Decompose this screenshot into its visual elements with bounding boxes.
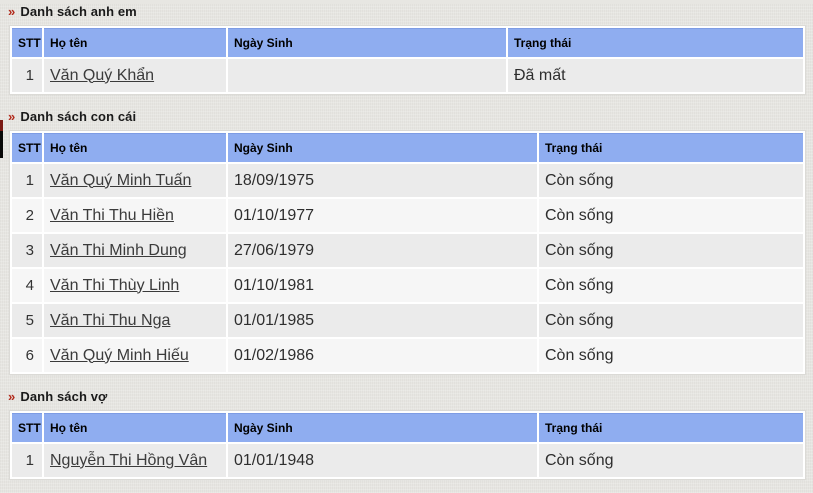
cell-stt: 5 [12, 304, 42, 337]
double-chevron-icon: » [8, 389, 16, 404]
cell-name: Văn Quý Minh Hiếu [44, 339, 226, 372]
cell-name: Văn Thi Thùy Linh [44, 269, 226, 302]
cell-dob: 18/09/1975 [228, 164, 537, 197]
column-header-stt: STT [12, 28, 42, 57]
table-row: 5 Văn Thi Thu Nga 01/01/1985 Còn sống [12, 304, 803, 337]
person-link[interactable]: Văn Quý Minh Hiếu [50, 346, 189, 364]
table-header-row: STT Họ tên Ngày Sinh Trạng thái [12, 133, 803, 162]
table-row: 6 Văn Quý Minh Hiếu 01/02/1986 Còn sống [12, 339, 803, 372]
column-header-dob: Ngày Sinh [228, 413, 537, 442]
family-table: STT Họ tên Ngày Sinh Trạng thái 1 Văn Qu… [10, 26, 805, 94]
column-header-stt: STT [12, 413, 42, 442]
double-chevron-icon: » [8, 109, 16, 124]
person-link[interactable]: Nguyễn Thi Hồng Vân [50, 451, 208, 469]
cell-dob: 01/10/1981 [228, 269, 537, 302]
person-link[interactable]: Văn Quý Minh Tuấn [50, 171, 192, 189]
cell-stt: 2 [12, 199, 42, 232]
cell-name: Văn Quý Khẩn [44, 59, 226, 92]
cell-stt: 1 [12, 59, 42, 92]
cell-name: Văn Thi Thu Hiền [44, 199, 226, 232]
cell-name: Văn Quý Minh Tuấn [44, 164, 226, 197]
cell-stt: 3 [12, 234, 42, 267]
table-row: 4 Văn Thi Thùy Linh 01/10/1981 Còn sống [12, 269, 803, 302]
cell-dob: 01/10/1977 [228, 199, 537, 232]
cell-name: Văn Thi Thu Nga [44, 304, 226, 337]
cell-status: Còn sống [539, 269, 803, 302]
table-header-row: STT Họ tên Ngày Sinh Trạng thái [12, 28, 803, 57]
cell-stt: 1 [12, 164, 42, 197]
table-row: 1 Nguyễn Thi Hồng Vân 01/01/1948 Còn sốn… [12, 444, 803, 477]
column-header-dob: Ngày Sinh [228, 133, 537, 162]
column-header-status: Trạng thái [508, 28, 803, 57]
person-link[interactable]: Văn Thi Minh Dung [50, 241, 187, 259]
cell-dob: 01/01/1985 [228, 304, 537, 337]
section-title: » Danh sách con cái [8, 109, 813, 125]
person-link[interactable]: Văn Thi Thu Nga [50, 311, 171, 329]
family-lists-page: » Danh sách anh em STT Họ tên Ngày Sinh T… [0, 4, 813, 479]
cell-stt: 1 [12, 444, 42, 477]
cell-status: Còn sống [539, 199, 803, 232]
cell-dob: 01/01/1948 [228, 444, 537, 477]
table-header-row: STT Họ tên Ngày Sinh Trạng thái [12, 413, 803, 442]
person-link[interactable]: Văn Quý Khẩn [50, 66, 155, 84]
person-link[interactable]: Văn Thi Thùy Linh [50, 276, 180, 294]
cell-stt: 4 [12, 269, 42, 302]
cell-status: Còn sống [539, 234, 803, 267]
column-header-status: Trạng thái [539, 133, 803, 162]
cell-status: Còn sống [539, 304, 803, 337]
cell-name: Nguyễn Thi Hồng Vân [44, 444, 226, 477]
column-header-stt: STT [12, 133, 42, 162]
cell-status: Còn sống [539, 339, 803, 372]
cell-dob: 27/06/1979 [228, 234, 537, 267]
family-table: STT Họ tên Ngày Sinh Trạng thái 1 Nguyễn… [10, 411, 805, 479]
cell-stt: 6 [12, 339, 42, 372]
cell-status: Còn sống [539, 444, 803, 477]
table-row: 1 Văn Quý Khẩn Đã mất [12, 59, 803, 92]
section-title-text: Danh sách anh em [20, 4, 137, 19]
section-title: » Danh sách vợ [8, 389, 813, 405]
section-con-cai: » Danh sách con cái STT Họ tên Ngày Sinh … [0, 109, 813, 374]
column-header-name: Họ tên [44, 28, 226, 57]
cell-dob [228, 59, 506, 92]
cell-status: Còn sống [539, 164, 803, 197]
cell-name: Văn Thi Minh Dung [44, 234, 226, 267]
left-edge-artifact [0, 120, 3, 158]
column-header-dob: Ngày Sinh [228, 28, 506, 57]
column-header-name: Họ tên [44, 413, 226, 442]
section-title: » Danh sách anh em [8, 4, 813, 20]
table-row: 1 Văn Quý Minh Tuấn 18/09/1975 Còn sống [12, 164, 803, 197]
person-link[interactable]: Văn Thi Thu Hiền [50, 206, 174, 224]
table-row: 2 Văn Thi Thu Hiền 01/10/1977 Còn sống [12, 199, 803, 232]
column-header-status: Trạng thái [539, 413, 803, 442]
double-chevron-icon: » [8, 4, 16, 19]
section-title-text: Danh sách vợ [20, 389, 108, 404]
section-title-text: Danh sách con cái [20, 109, 137, 124]
cell-dob: 01/02/1986 [228, 339, 537, 372]
table-row: 3 Văn Thi Minh Dung 27/06/1979 Còn sống [12, 234, 803, 267]
family-table: STT Họ tên Ngày Sinh Trạng thái 1 Văn Qu… [10, 131, 805, 374]
section-anh-em: » Danh sách anh em STT Họ tên Ngày Sinh T… [0, 4, 813, 94]
section-vo: » Danh sách vợ STT Họ tên Ngày Sinh Trạng… [0, 389, 813, 479]
column-header-name: Họ tên [44, 133, 226, 162]
cell-status: Đã mất [508, 59, 803, 92]
